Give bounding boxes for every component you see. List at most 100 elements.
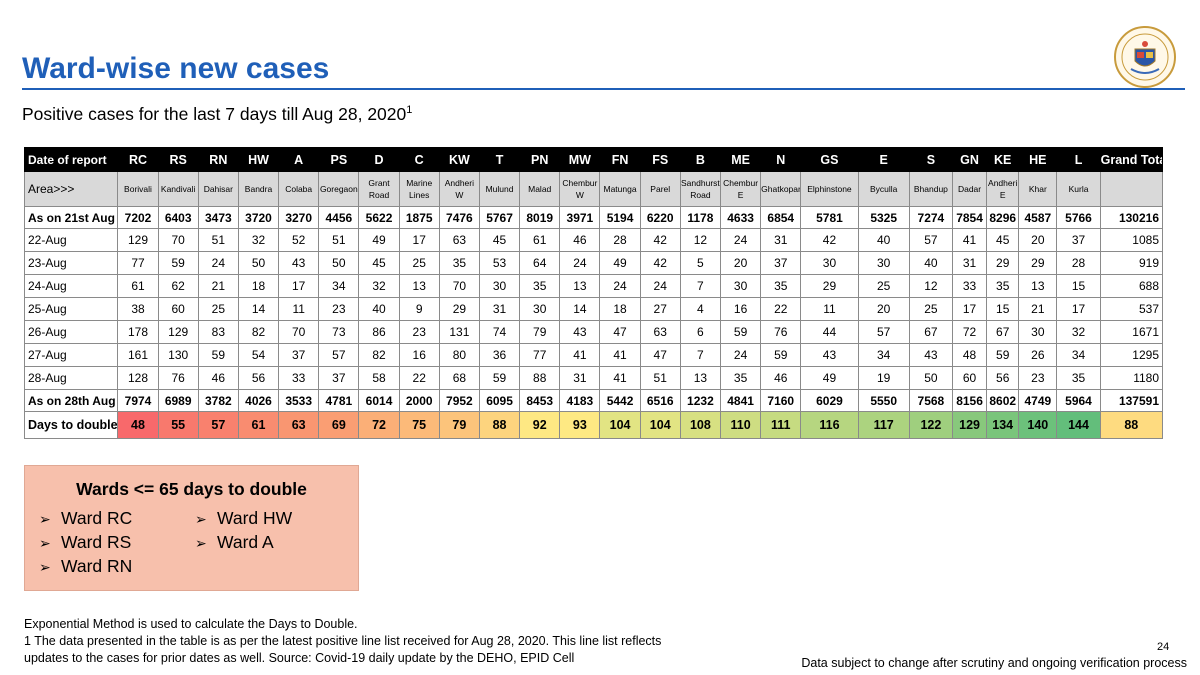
- row-label: 22-Aug: [23, 228, 119, 252]
- table-cell: 30: [800, 251, 859, 275]
- callout-item: ➢ Ward RC: [39, 508, 133, 528]
- table-cell: 33: [278, 366, 320, 390]
- table-cell: 51: [318, 228, 360, 252]
- table-cell: 40: [908, 251, 953, 275]
- table-cell: 21: [197, 274, 239, 298]
- table-cell: 13: [679, 366, 721, 390]
- table-cell: 161: [117, 343, 159, 367]
- table-cell: 59: [760, 343, 802, 367]
- table-cell: 34: [318, 274, 360, 298]
- table-cell: 6: [679, 320, 721, 344]
- table-cell: 61: [117, 274, 159, 298]
- grand-total-cell: 1180: [1099, 366, 1164, 390]
- table-cell: 24: [197, 251, 239, 275]
- ward-header-l: L: [1056, 147, 1101, 172]
- footnotes: Exponential Method is used to calculate …: [24, 616, 661, 667]
- table-cell: 22: [398, 366, 440, 390]
- table-cell: 9: [398, 297, 440, 321]
- grand-total-cell: 137591: [1099, 389, 1164, 412]
- grand-total-cell: 1671: [1099, 320, 1164, 344]
- table-cell: 42: [639, 251, 681, 275]
- table-cell: 4633: [719, 206, 762, 229]
- table-cell: 5: [679, 251, 721, 275]
- table-cell: 77: [519, 343, 561, 367]
- table-cell: 16: [719, 297, 762, 321]
- ward-header-fn: FN: [599, 147, 641, 172]
- table-cell: 43: [800, 343, 859, 367]
- municipal-seal-icon: [1114, 26, 1176, 88]
- table-cell: 6854: [760, 206, 802, 229]
- table-cell: 46: [559, 228, 601, 252]
- table-cell: 24: [719, 228, 762, 252]
- table-cell: 83: [197, 320, 239, 344]
- table-cell: 8296: [986, 206, 1020, 229]
- table-cell: 52: [278, 228, 320, 252]
- table-cell: 43: [908, 343, 953, 367]
- area-cell: Goregaon: [318, 171, 360, 207]
- ward-header-rc: RC: [117, 147, 159, 172]
- table-cell: 15: [986, 297, 1020, 321]
- title-divider: [22, 88, 1185, 90]
- table-cell: 21: [1018, 297, 1058, 321]
- table-cell: 35: [438, 251, 480, 275]
- area-cell: Parel: [639, 171, 681, 207]
- table-cell: 43: [278, 251, 320, 275]
- table-cell: 27: [639, 297, 681, 321]
- arrow-bullet-icon: ➢: [39, 559, 51, 575]
- table-cell: 4749: [1018, 389, 1058, 412]
- ward-header-gs: GS: [800, 147, 859, 172]
- table-cell: 40: [857, 228, 910, 252]
- table-cell: 34: [857, 343, 910, 367]
- area-cell: Kurla: [1056, 171, 1101, 207]
- table-cell: 25: [197, 297, 239, 321]
- table-cell: 67: [908, 320, 953, 344]
- area-cell: Marine Lines: [398, 171, 440, 207]
- table-cell: 47: [599, 320, 641, 344]
- ward-header-a: A: [278, 147, 320, 172]
- table-cell: 30: [519, 297, 561, 321]
- table-cell: 63: [639, 320, 681, 344]
- table-cell: 73: [318, 320, 360, 344]
- days-cell: 110: [719, 411, 762, 439]
- table-cell: 3533: [278, 389, 320, 412]
- table-cell: 5325: [857, 206, 910, 229]
- area-cell: Matunga: [599, 171, 641, 207]
- table-cell: 42: [800, 228, 859, 252]
- table-cell: 3720: [237, 206, 280, 229]
- days-cell: 57: [197, 411, 239, 439]
- table-cell: 31: [559, 366, 601, 390]
- table-cell: 1232: [679, 389, 721, 412]
- ward-header-c: C: [398, 147, 440, 172]
- table-cell: 7476: [438, 206, 480, 229]
- table-cell: 51: [197, 228, 239, 252]
- table-cell: 30: [1018, 320, 1058, 344]
- row-label: As on 21st Aug: [23, 206, 119, 229]
- table-row: 28-Aug 128 76 46 56 33 37 58 22 68 59 88 31 41 51 13 35 4…: [23, 366, 1164, 390]
- table-cell: 29: [800, 274, 859, 298]
- days-cell: 48: [117, 411, 159, 439]
- table-cell: 12: [908, 274, 953, 298]
- table-cell: 41: [599, 366, 641, 390]
- table-row: As on 28th Aug 7974 6989 3782 4026 3533 4781 60…: [23, 389, 1164, 412]
- table-cell: 76: [760, 320, 802, 344]
- grand-total-header: Grand Total: [1099, 147, 1164, 172]
- area-cell: Borivali: [117, 171, 159, 207]
- table-cell: 57: [908, 228, 953, 252]
- table-cell: 13: [398, 274, 440, 298]
- days-cell: 104: [639, 411, 681, 439]
- table-cell: 77: [117, 251, 159, 275]
- days-cell: 140: [1018, 411, 1058, 439]
- area-cell: Grant Road: [358, 171, 400, 207]
- table-row: 27-Aug 161 130 59 54 37 57 82 16 80 36 77 41 41 47 7 24 5…: [23, 343, 1164, 367]
- ward-header-he: HE: [1018, 147, 1058, 172]
- table-cell: 48: [951, 343, 988, 367]
- table-cell: 32: [1056, 320, 1101, 344]
- table-cell: 68: [438, 366, 480, 390]
- table-cell: 4183: [559, 389, 601, 412]
- table-cell: 7568: [908, 389, 953, 412]
- table-cell: 4587: [1018, 206, 1058, 229]
- table-cell: 47: [639, 343, 681, 367]
- table-cell: 64: [519, 251, 561, 275]
- table-cell: 31: [951, 251, 988, 275]
- disclaimer: Data subject to change after scrutiny an…: [801, 656, 1187, 670]
